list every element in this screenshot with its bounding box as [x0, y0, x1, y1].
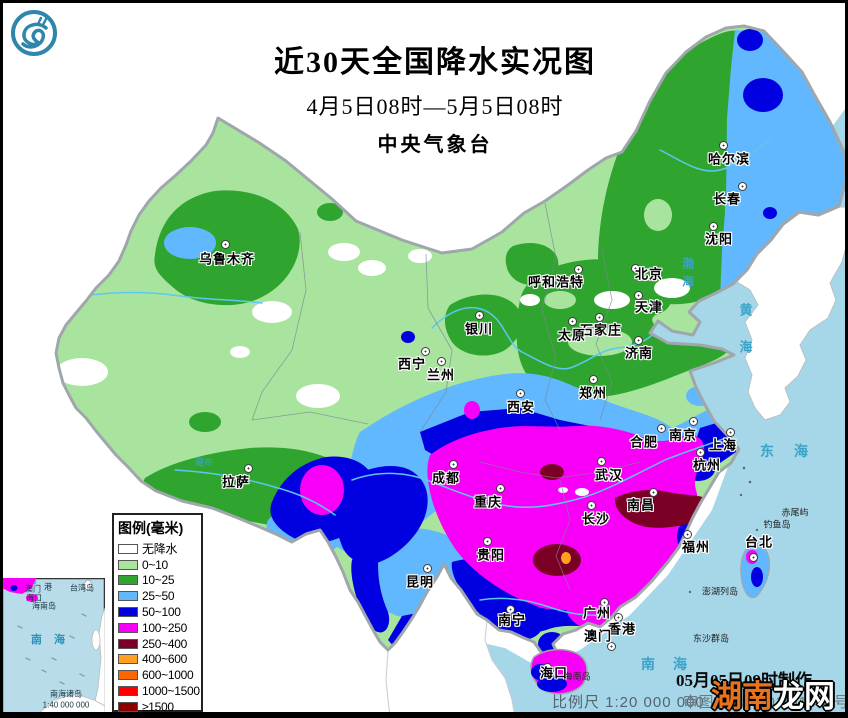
inset-island-marks: [17, 613, 87, 685]
legend-label: 250~400: [142, 636, 187, 651]
legend-label: 600~1000: [142, 668, 194, 683]
legend-swatch: [118, 607, 138, 618]
legend-item: 1000~1500: [118, 683, 200, 699]
legend-label: 100~250: [142, 620, 187, 635]
inset-mainland: [2, 578, 36, 594]
legend-item: 400~600: [118, 652, 197, 668]
legend-item: 50~100: [118, 604, 197, 620]
legend-swatch: [118, 543, 138, 554]
legend-label: ≥1500: [142, 699, 174, 714]
legend-swatch: [118, 638, 138, 649]
inset-philippines: [91, 607, 105, 714]
frame-top: [0, 0, 848, 3]
legend-swatch: [118, 686, 138, 697]
agency-name: 中央气象台: [377, 134, 493, 156]
date-range: 4月5日08时—5月5日08时: [306, 94, 564, 119]
legend-item: 250~400: [118, 636, 197, 652]
hainan-island: [530, 648, 588, 695]
legend-item: ≥1500: [118, 699, 197, 715]
inset-mainland-blue: [10, 585, 18, 591]
legend-item: 无降水: [118, 541, 197, 557]
china-border: [54, 24, 848, 664]
dragon-logo-icon: [11, 10, 57, 56]
legend-title: 图例(毫米): [118, 520, 184, 536]
zone-orange-400-600: [561, 552, 571, 564]
legend-swatch: [118, 559, 138, 570]
legend-swatch: [118, 701, 138, 712]
inset-hainan: [26, 594, 38, 602]
legend-item: 600~1000: [118, 667, 197, 683]
legend-label: 1000~1500: [142, 684, 200, 699]
legend-label: 0~10: [142, 557, 168, 572]
frame-bottom: [0, 712, 848, 718]
legend-item: 0~10: [118, 557, 197, 573]
legend-items: 无降水 0~10 10~25 25~50 50~100 100~250 250~400 400…: [118, 541, 200, 715]
issue-time-text: 05月05日09时制作: [676, 671, 812, 690]
page-title: 近30天全国降水实况图: [274, 46, 596, 79]
title-block: 近30天全国降水实况图 4月5日08时—5月5日08时 中央气象台: [270, 46, 600, 157]
legend-swatch: [118, 670, 138, 681]
legend-item: 25~50: [118, 588, 197, 604]
legend-item: 10~25: [118, 573, 197, 589]
legend-item: 100~250: [118, 620, 197, 636]
province-borders: [251, 202, 641, 591]
map-scale-text: 比例尺 1:20 000 000: [552, 694, 705, 711]
legend-panel: 图例(毫米) 无降水 0~10 10~25 25~50 50~100 100~250 250…: [112, 513, 203, 715]
legend-label: 400~600: [142, 652, 187, 667]
zone-maroon-250-400: [533, 464, 713, 576]
legend-label: 25~50: [142, 589, 175, 604]
inset-borneo: [37, 693, 105, 714]
legend-label: 50~100: [142, 605, 181, 620]
legend-swatch: [118, 622, 138, 633]
lakes: [558, 487, 589, 496]
site-logo: [8, 6, 60, 63]
legend-swatch: [118, 591, 138, 602]
rivers: [59, 139, 771, 616]
inset-luzon: [91, 629, 101, 651]
frame-left: [0, 0, 3, 718]
south-china-sea-inset: [2, 578, 105, 714]
legend-swatch: [118, 654, 138, 665]
zone-magenta-100-250: [300, 401, 705, 632]
legend-swatch: [118, 575, 138, 586]
legend-label: 无降水: [142, 542, 178, 557]
approval-number-text: 审图号GS(2019)1682号: [683, 694, 848, 711]
frame-right: [845, 0, 848, 718]
coastal-islets: [688, 466, 759, 594]
inset-taiwan: [84, 579, 92, 591]
watermark: 湖南龙网: [711, 671, 835, 716]
watermark-part2: 龙网: [773, 679, 835, 714]
watermark-part1: 湖南: [711, 679, 773, 714]
legend-label: 10~25: [142, 573, 175, 588]
